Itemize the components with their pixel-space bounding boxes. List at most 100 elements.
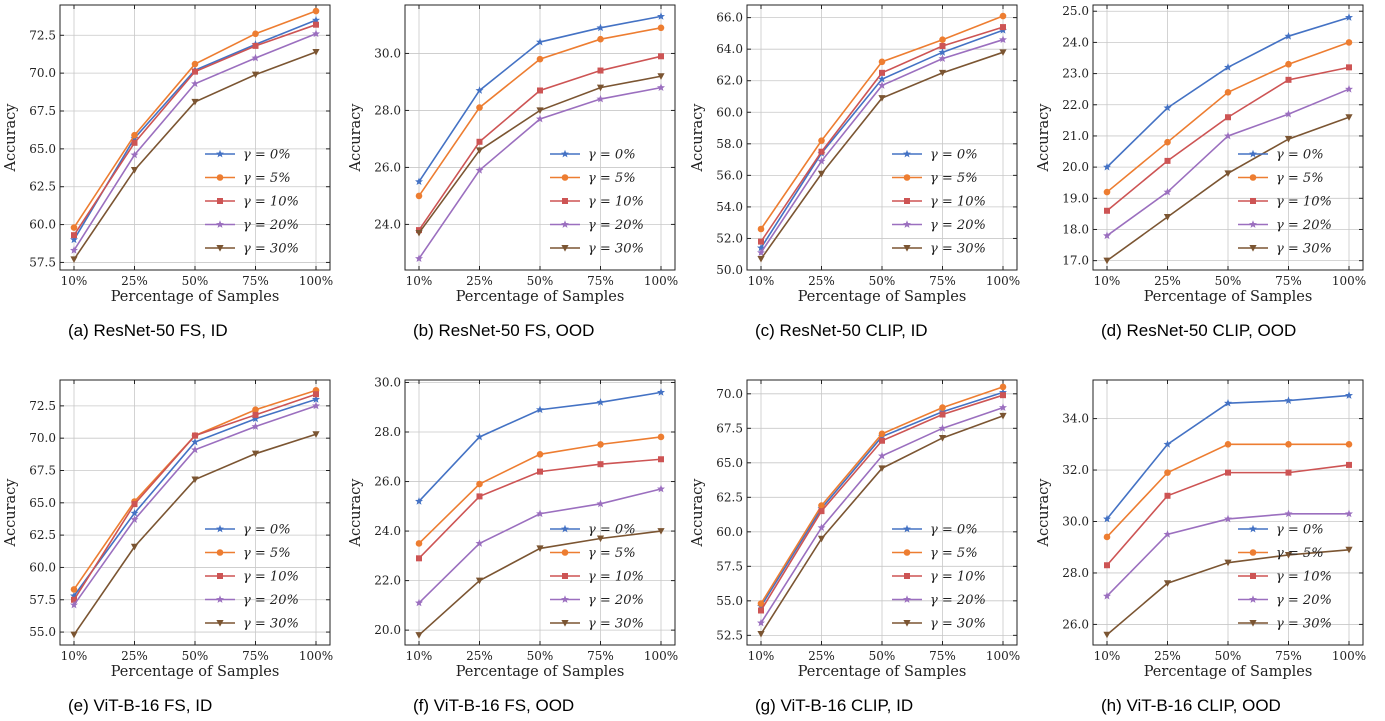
y-tick-label: 58.0: [716, 137, 743, 151]
legend-marker: [561, 174, 569, 181]
data-point: [312, 15, 320, 24]
x-axis-label: Percentage of Samples: [798, 664, 967, 680]
legend-item: γ = 0%: [1238, 523, 1324, 538]
data-point: [415, 229, 423, 237]
legend-item: γ = 30%: [550, 242, 644, 257]
data-point: [1224, 514, 1232, 523]
x-tick-label: 100%: [644, 649, 678, 663]
data-point: [817, 523, 826, 532]
y-tick-label: 57.5: [29, 593, 56, 607]
y-tick-label: 24.0: [1062, 35, 1089, 49]
data-point: [999, 35, 1007, 44]
legend-marker: [562, 198, 568, 204]
y-tick-label: 60.0: [29, 560, 56, 574]
data-point: [475, 147, 484, 154]
data-point: [1224, 441, 1232, 448]
x-tick-label: 75%: [929, 649, 956, 663]
data-point: [1000, 392, 1006, 399]
data-point: [1104, 562, 1110, 569]
legend-marker: [1249, 549, 1257, 556]
y-tick-label: 34.0: [1062, 412, 1089, 426]
y-axis-label: Accuracy: [1036, 103, 1052, 173]
x-tick-label: 100%: [986, 274, 1020, 288]
data-point: [1224, 131, 1232, 140]
data-point: [1285, 76, 1292, 83]
y-tick-label: 66.0: [716, 11, 743, 25]
legend-marker: [216, 620, 224, 627]
legend-label: γ = 5%: [930, 171, 978, 186]
legend-item: γ = 20%: [205, 593, 299, 608]
chart-8: 10% 25% 50% 75% 100% 26.0 28.0 30.0 32.0 34.0 Perc…: [1036, 379, 1366, 715]
data-point: [251, 450, 260, 458]
x-tick-label: 100%: [986, 649, 1020, 663]
legend-item: γ = 5%: [205, 546, 291, 561]
chart-6: 10% 25% 50% 75% 100% 20.0 22.0 24.0 26.0 28.0 30.0…: [348, 375, 678, 715]
series-5: [415, 528, 665, 639]
data-point: [70, 224, 78, 231]
series-4: [1103, 84, 1353, 240]
legend-marker: [561, 524, 569, 533]
legend-item: γ = 10%: [892, 570, 986, 585]
series-3: [758, 392, 1006, 614]
legend-item: γ = 10%: [550, 570, 644, 585]
series-3: [1104, 64, 1352, 214]
x-axis-label: Percentage of Samples: [1144, 289, 1313, 305]
data-point: [1163, 214, 1172, 221]
legend-marker: [561, 549, 569, 556]
legend-item: γ = 10%: [1238, 570, 1332, 585]
data-point: [757, 225, 765, 233]
data-point: [1225, 114, 1231, 121]
legend-label: γ = 5%: [1276, 171, 1324, 186]
legend-label: γ = 30%: [930, 242, 986, 257]
data-point: [252, 411, 259, 418]
data-point: [818, 508, 825, 515]
series-2: [757, 12, 1007, 233]
y-tick-label: 52.0: [716, 231, 743, 245]
chart-7: 10% 25% 50% 75% 100% 52.5 55.0 57.5 60.0 62.5 65.0…: [690, 379, 1020, 715]
x-tick-label: 50%: [1215, 274, 1242, 288]
x-axis-label: Percentage of Samples: [456, 289, 625, 305]
series-1: [415, 388, 665, 505]
data-point: [1103, 591, 1111, 600]
series-4: [70, 29, 320, 254]
data-point: [130, 543, 139, 551]
series-5: [415, 73, 665, 237]
x-axis-label: Percentage of Samples: [1144, 664, 1313, 680]
data-point: [1103, 231, 1111, 240]
data-point: [1000, 24, 1006, 31]
legend-item: γ = 5%: [1238, 171, 1324, 186]
legend-label: γ = 30%: [1276, 617, 1332, 632]
y-tick-label: 26.0: [1062, 617, 1089, 631]
data-point: [475, 432, 484, 441]
x-tick-label: 75%: [242, 274, 269, 288]
legend-marker: [1249, 524, 1257, 533]
data-point: [476, 480, 483, 488]
data-point: [415, 632, 423, 639]
legend-marker: [903, 595, 911, 603]
data-point: [130, 515, 139, 524]
legend-item: γ = 0%: [205, 148, 291, 163]
data-point: [758, 607, 764, 614]
legend: γ = 0% γ = 5% γ = 10% γ = 20% γ = 30%: [1238, 148, 1332, 257]
legend-item: γ = 20%: [205, 218, 299, 233]
data-point: [1345, 441, 1353, 448]
data-point: [70, 256, 78, 263]
legend: γ = 0% γ = 5% γ = 10% γ = 20% γ = 30%: [550, 523, 644, 632]
data-point: [476, 138, 483, 145]
data-point: [657, 73, 665, 80]
data-point: [878, 95, 886, 102]
data-point: [476, 493, 483, 500]
x-tick-label: 25%: [121, 274, 148, 288]
legend-item: γ = 30%: [1238, 617, 1332, 632]
x-tick-label: 10%: [748, 649, 775, 663]
data-point: [1103, 257, 1111, 265]
x-tick-label: 50%: [527, 274, 554, 288]
legend-marker: [903, 524, 911, 533]
legend-marker: [216, 549, 224, 556]
x-tick-label: 10%: [1094, 649, 1121, 663]
data-point: [757, 255, 765, 263]
data-point: [938, 54, 947, 63]
data-point: [313, 21, 319, 28]
data-point: [131, 501, 138, 508]
series-4: [70, 401, 320, 609]
